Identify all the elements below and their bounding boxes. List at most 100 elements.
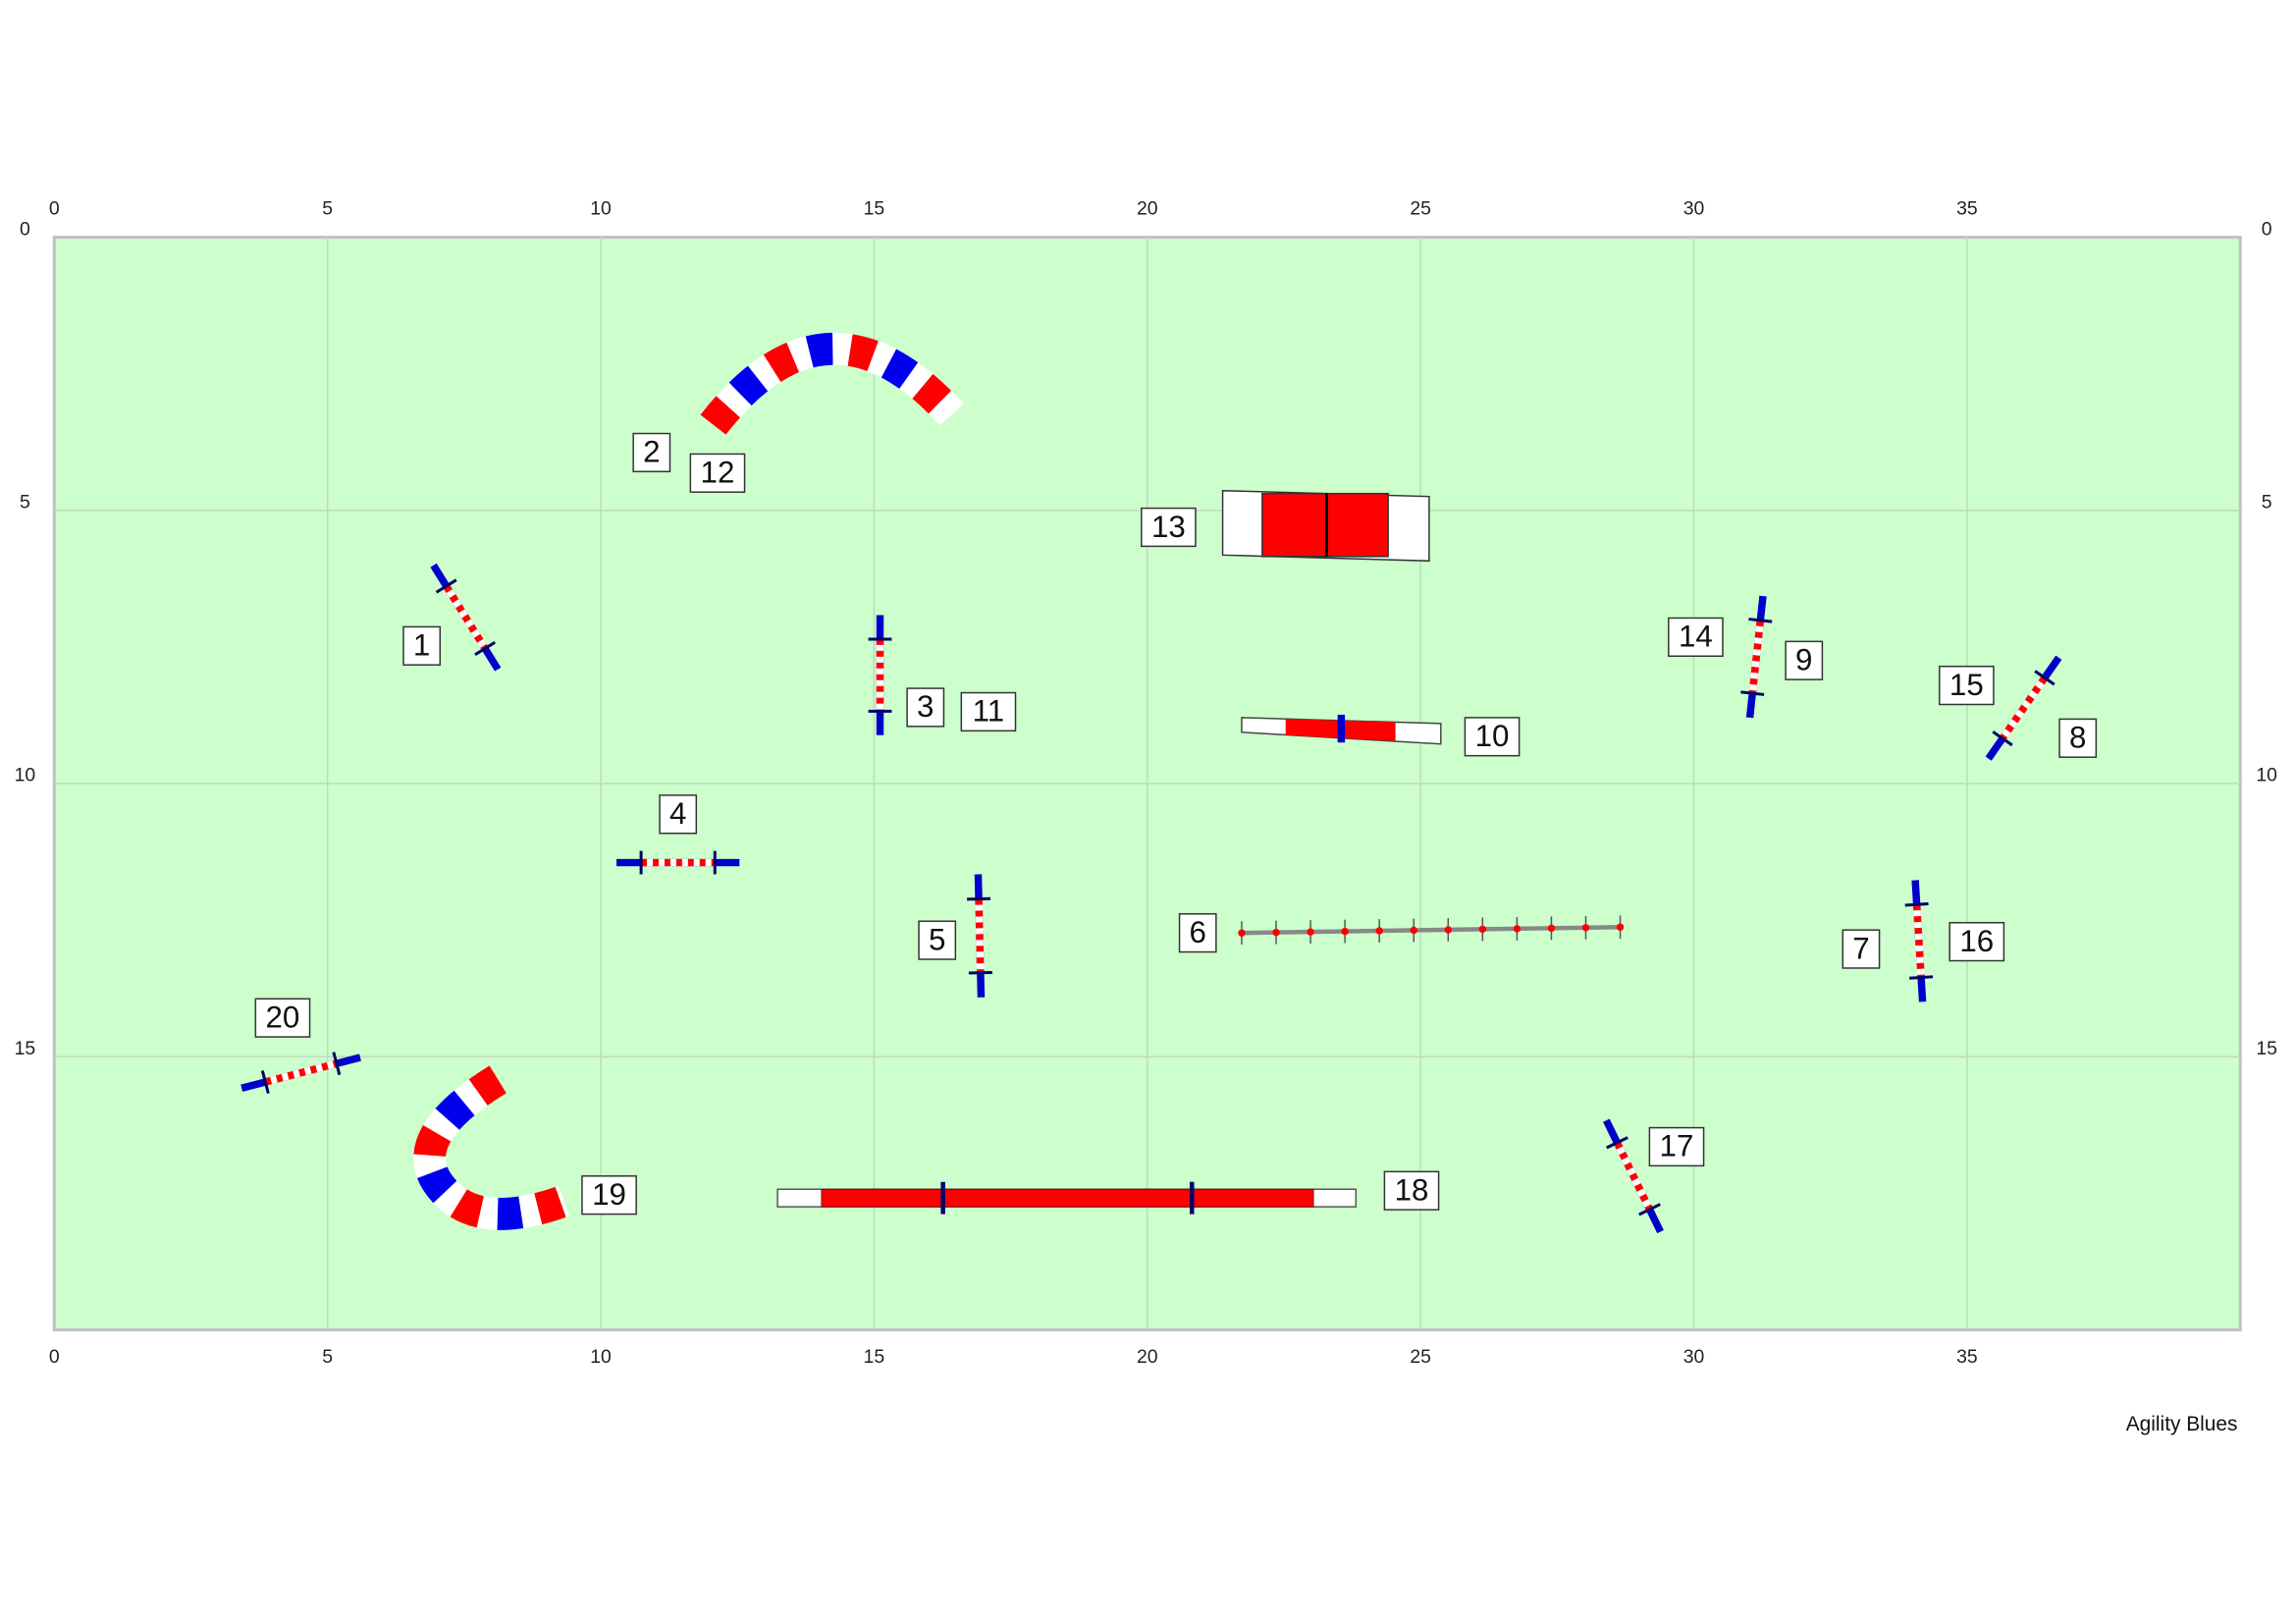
jump-bar-stripe <box>1614 1141 1653 1212</box>
jump-stand <box>435 578 457 594</box>
obstacle-number: 15 <box>1949 668 1984 702</box>
y-tick-label: 10 <box>2256 765 2277 786</box>
x-tick-label: 35 <box>1956 197 1978 219</box>
number-box <box>659 794 698 835</box>
obstacle-number: 12 <box>701 456 735 490</box>
jump-bar-stripe <box>264 1059 338 1086</box>
number-box <box>1938 665 1995 706</box>
weave-base <box>1241 924 1622 936</box>
obstacle-number: 7 <box>1852 931 1869 965</box>
jump-stand <box>2034 670 2056 686</box>
obstacle-number: 4 <box>669 796 686 831</box>
y-tick-label: 15 <box>15 1038 36 1059</box>
jump-stand <box>1606 1136 1629 1150</box>
x-tick-label: 5 <box>322 1346 333 1368</box>
obstacle-number: 19 <box>592 1177 626 1212</box>
x-tick-label: 20 <box>1137 197 1158 219</box>
weave-pole-top <box>1547 924 1556 933</box>
y-tick-label: 15 <box>2256 1038 2277 1059</box>
number-box <box>1785 640 1824 680</box>
y-tick-label: 5 <box>2262 492 2272 514</box>
jump-stand <box>968 970 992 975</box>
jump-stand <box>1638 1203 1661 1216</box>
number-box <box>581 1175 637 1216</box>
jump-bar-stripe <box>975 898 985 973</box>
jump-stand <box>1909 975 1934 980</box>
number-box <box>1842 929 1881 969</box>
footer: Agility Blues <box>2126 1413 2238 1435</box>
obstacle-number: 11 <box>973 694 1005 729</box>
y-tick-label: 0 <box>2262 218 2272 240</box>
jump-bar-stripe <box>443 583 489 651</box>
jump-bar-stripe <box>1912 904 1925 978</box>
x-tick-label: 15 <box>864 1346 885 1368</box>
number-box <box>1141 507 1197 548</box>
number-box <box>1668 617 1724 658</box>
tunnel-stripe <box>413 1065 569 1230</box>
y-tick-label: 10 <box>15 765 36 786</box>
weave-pole-top <box>1513 925 1522 933</box>
jump-stand <box>1748 618 1773 623</box>
x-tick-label: 30 <box>1683 197 1705 219</box>
x-tick-label: 15 <box>864 197 885 219</box>
tunnel-stripe <box>700 332 964 435</box>
weave-pole-top <box>1478 925 1487 934</box>
y-tick-label: 0 <box>20 218 30 240</box>
jump-stand <box>1740 690 1765 696</box>
obstacle-number: 5 <box>929 922 945 956</box>
weave-pole-top <box>1444 926 1453 934</box>
weave-pole-top <box>1375 927 1383 935</box>
number-box <box>1464 717 1521 757</box>
jump-stand <box>332 1052 342 1076</box>
number-box <box>960 691 1017 732</box>
jump-stand <box>1992 730 2013 747</box>
number-box <box>2058 718 2098 758</box>
x-tick-label: 5 <box>322 197 333 219</box>
weave-pole-top <box>1307 928 1314 936</box>
x-tick-label: 10 <box>590 1346 612 1368</box>
jump-stand <box>474 640 497 657</box>
weave-pole-top <box>1238 929 1246 937</box>
x-tick-label: 0 <box>49 197 60 219</box>
obstacle-number: 6 <box>1190 915 1206 949</box>
x-tick-label: 25 <box>1410 1346 1431 1368</box>
x-tick-label: 0 <box>49 1346 60 1368</box>
obstacle-number: 1 <box>413 628 430 663</box>
obstacle-number: 10 <box>1475 719 1510 753</box>
jump-bar-stripe <box>1748 620 1765 694</box>
obstacle-number: 3 <box>917 689 934 724</box>
jump-stand <box>260 1070 270 1094</box>
obstacle-number: 13 <box>1151 510 1186 544</box>
weave-pole-top <box>1410 926 1417 935</box>
obstacle-number: 2 <box>643 435 660 469</box>
number-box <box>632 432 671 473</box>
weave-pole-top <box>1272 928 1280 937</box>
jump-stand <box>967 896 991 901</box>
obstacle-number: 16 <box>1959 924 1994 958</box>
number-box <box>1648 1126 1705 1167</box>
jump-bar-stripe <box>1999 676 2049 741</box>
number-box <box>402 625 442 666</box>
x-tick-label: 10 <box>590 197 612 219</box>
obstacle-number: 17 <box>1660 1129 1694 1163</box>
number-box <box>1178 913 1217 953</box>
x-tick-label: 35 <box>1956 1346 1978 1368</box>
obstacle-number: 9 <box>1795 643 1812 677</box>
weave-poles <box>1238 915 1625 946</box>
y-tick-label: 5 <box>20 492 30 514</box>
obstacle-number: 20 <box>266 1000 300 1034</box>
obstacle-number: 18 <box>1395 1172 1429 1207</box>
obstacles <box>240 332 2062 1234</box>
weave-pole-top <box>1581 924 1590 932</box>
obstacle-number: 14 <box>1679 620 1713 654</box>
number-box <box>254 998 311 1038</box>
dogwalk-contact <box>821 1188 1314 1208</box>
weave-pole-top <box>1616 923 1625 932</box>
number-box <box>918 920 957 960</box>
x-tick-label: 30 <box>1683 1346 1705 1368</box>
jumps <box>240 563 2062 1234</box>
x-tick-label: 20 <box>1137 1346 1158 1368</box>
